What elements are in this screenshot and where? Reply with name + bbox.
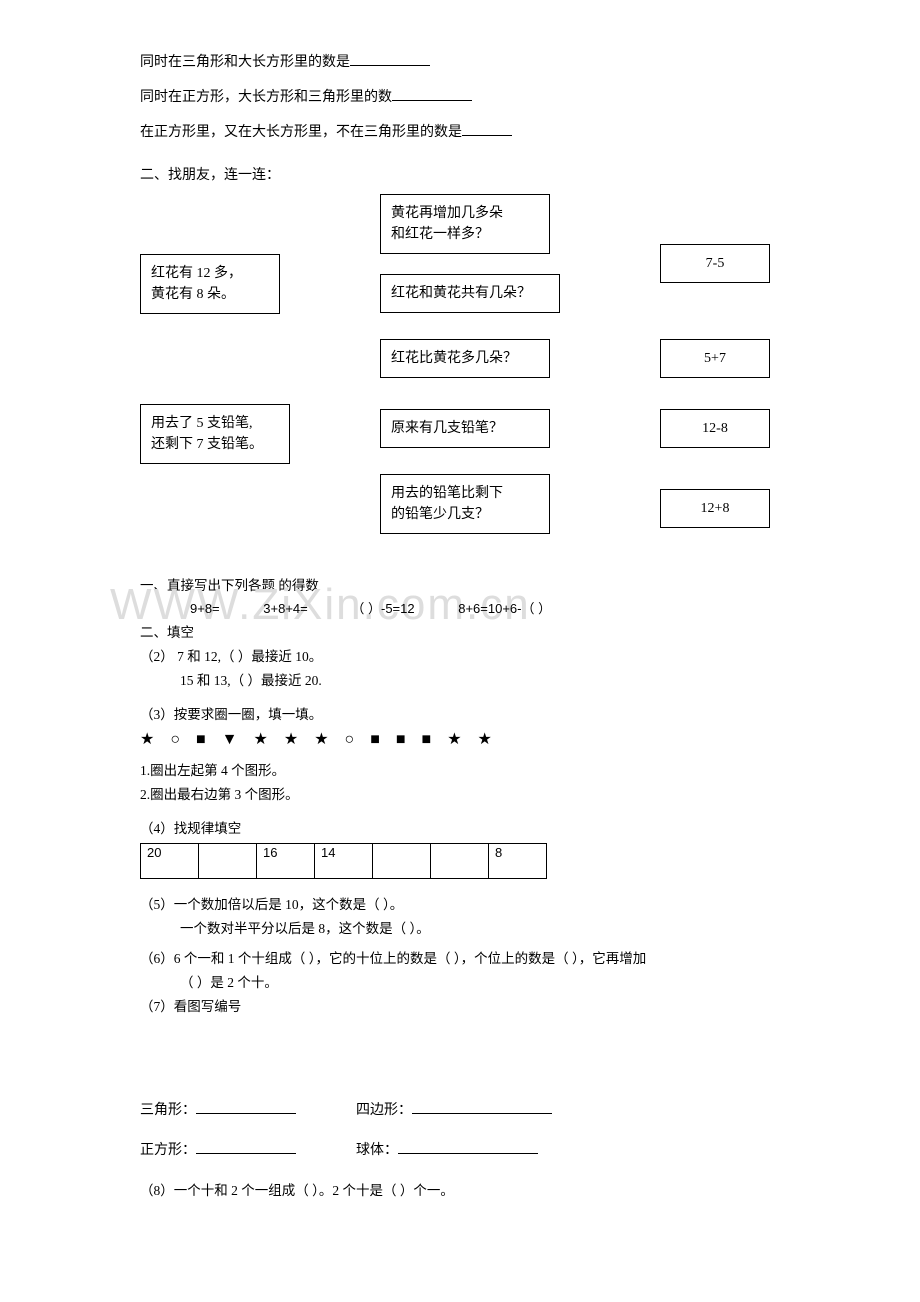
q5a: （5）一个数加倍以后是 10，这个数是（ ）。: [140, 893, 780, 913]
calc-2: 3+8+4=: [263, 601, 307, 616]
shape-labels-row-2: 正方形： 球体：: [140, 1139, 780, 1159]
q2a: （2） 7 和 12,（ ）最接近 10。: [140, 645, 780, 665]
blank[interactable]: [398, 1139, 538, 1154]
calc-row: 9+8= 3+8+4= （ ）-5=12 8+6=10+6-（ ）: [190, 598, 780, 617]
seq-cell[interactable]: 20: [141, 843, 199, 878]
fill-line-3: 在正方形里，又在大长方形里，不在三角形里的数是: [140, 120, 780, 145]
q4-title: （4）找规律填空: [140, 817, 780, 837]
matching-area: 红花有 12 多， 黄花有 8 朵。 用去了 5 支铅笔, 还剩下 7 支铅笔。…: [140, 194, 780, 554]
seq-cell[interactable]: [199, 843, 257, 878]
q2b: 15 和 13,（ ）最接近 20.: [180, 669, 780, 689]
label-sphere: 球体：: [356, 1143, 398, 1158]
match-right-2: 5+7: [660, 339, 770, 378]
seq-cell[interactable]: 14: [315, 843, 373, 878]
match-left-1: 红花有 12 多， 黄花有 8 朵。: [140, 254, 280, 314]
seq-cell[interactable]: [431, 843, 489, 878]
match-mid-3: 红花比黄花多几朵？: [380, 339, 550, 378]
section-fill-title: 二、填空: [140, 621, 780, 641]
match-right-1: 7-5: [660, 244, 770, 283]
shape-labels-row-1: 三角形： 四边形：: [140, 1099, 780, 1119]
blank[interactable]: [412, 1099, 552, 1114]
q5b: 一个数对半平分以后是 8，这个数是（ ）。: [180, 917, 780, 937]
q6b: （ ）是 2 个十。: [180, 971, 780, 991]
q3-title: （3）按要求圈一圈，填一填。: [140, 703, 780, 723]
label-square: 正方形：: [140, 1143, 196, 1158]
q3-1: 1.圈出左起第 4 个图形。: [140, 759, 780, 779]
match-mid-1: 黄花再增加几多朵 和红花一样多？: [380, 194, 550, 254]
match-right-4: 12+8: [660, 489, 770, 528]
blank[interactable]: [392, 86, 472, 101]
match-mid-2: 红花和黄花共有几朵？: [380, 274, 560, 313]
q8: （8）一个十和 2 个一组成（ ）。2 个十是（ ）个一。: [140, 1179, 780, 1199]
section-1-title: 一、直接写出下列各题 的得数: [140, 574, 780, 594]
blank[interactable]: [196, 1139, 296, 1154]
seq-cell[interactable]: [373, 843, 431, 878]
blank[interactable]: [350, 51, 430, 66]
text: 同时在三角形和大长方形里的数是: [140, 55, 350, 70]
calc-1: 9+8=: [190, 601, 220, 616]
calc-4: 8+6=10+6-（ ）: [458, 601, 551, 616]
q7-title: （7）看图写编号: [140, 995, 780, 1015]
seq-cell[interactable]: 8: [489, 843, 547, 878]
q3-2: 2.圈出最右边第 3 个图形。: [140, 783, 780, 803]
seq-cell[interactable]: 16: [257, 843, 315, 878]
fill-line-2: 同时在正方形，大长方形和三角形里的数: [140, 85, 780, 110]
calc-3: （ ）-5=12: [351, 601, 414, 616]
text: 在正方形里，又在大长方形里，不在三角形里的数是: [140, 125, 462, 140]
blank[interactable]: [462, 121, 512, 136]
match-mid-4: 原来有几支铅笔？: [380, 409, 550, 448]
label-triangle: 三角形：: [140, 1103, 196, 1118]
sequence-table: 20 16 14 8: [140, 843, 547, 879]
q6a: （6）6 个一和 1 个十组成（ ），它的十位上的数是（ ），个位上的数是（ ）…: [140, 947, 780, 967]
label-quad: 四边形：: [356, 1103, 412, 1118]
match-left-2: 用去了 5 支铅笔, 还剩下 7 支铅笔。: [140, 404, 290, 464]
fill-line-1: 同时在三角形和大长方形里的数是: [140, 50, 780, 75]
match-mid-5: 用去的铅笔比剩下 的铅笔少几支？: [380, 474, 550, 534]
text: 同时在正方形，大长方形和三角形里的数: [140, 90, 392, 105]
blank[interactable]: [196, 1099, 296, 1114]
section-2-title: 二、找朋友，连一连：: [140, 164, 780, 184]
shape-row: ★ ○ ■ ▼ ★ ★ ★ ○ ■ ■ ■ ★ ★: [140, 729, 780, 749]
match-right-3: 12-8: [660, 409, 770, 448]
